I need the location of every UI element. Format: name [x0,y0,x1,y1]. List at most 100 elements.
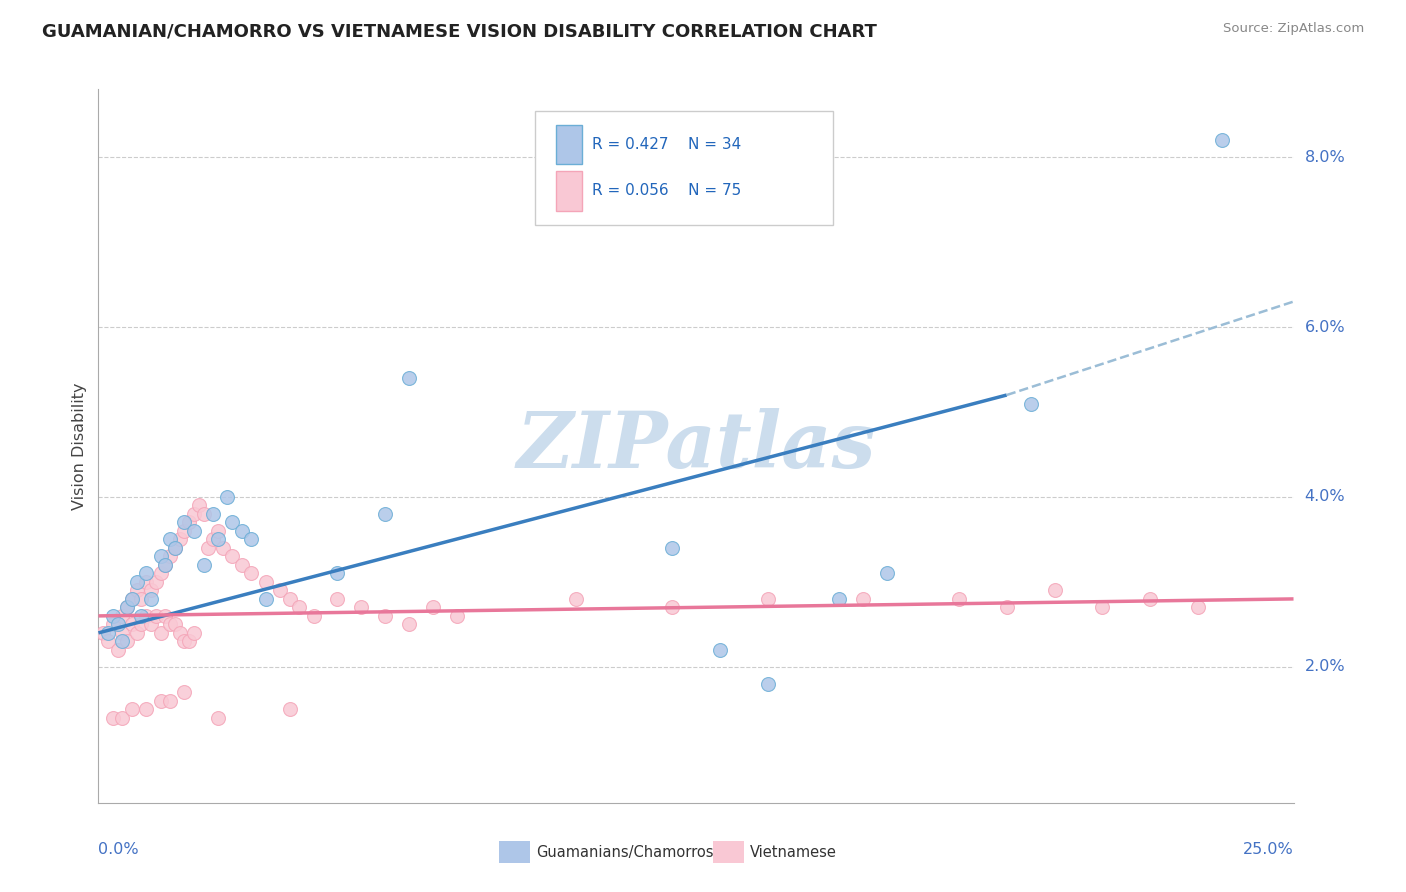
Point [852,591,875,606]
Point [326,591,349,606]
Point [207,711,229,725]
Point [207,533,229,547]
Point [169,626,191,640]
Point [995,600,1018,615]
Text: 25.0%: 25.0% [1243,842,1294,856]
Point [155,558,177,572]
Point [207,524,229,538]
FancyBboxPatch shape [704,836,752,869]
Point [145,574,167,589]
Point [173,685,195,699]
Point [121,617,143,632]
Y-axis label: Vision Disability: Vision Disability [72,383,87,509]
Point [179,634,201,648]
Point [278,591,301,606]
Point [173,516,195,530]
Point [131,591,153,606]
Point [217,490,239,504]
Point [135,702,157,716]
Point [661,541,683,555]
Point [121,591,143,606]
Point [163,541,186,555]
Point [221,549,243,564]
Point [173,634,195,648]
Point [326,566,349,581]
Text: ZIPatlas: ZIPatlas [516,408,876,484]
Point [1139,591,1161,606]
Point [183,626,205,640]
Point [125,626,148,640]
Point [107,643,129,657]
Point [149,694,172,708]
Point [948,591,970,606]
Point [187,499,209,513]
FancyBboxPatch shape [557,171,582,211]
Point [115,634,138,648]
Point [173,524,195,538]
Point [149,566,172,581]
Point [231,524,253,538]
Point [107,617,129,632]
Point [828,591,851,606]
Text: 4.0%: 4.0% [1305,490,1346,505]
Point [139,591,162,606]
Point [254,591,277,606]
Point [1091,600,1114,615]
Point [139,617,162,632]
Point [183,507,205,521]
Point [398,371,420,385]
Point [121,702,143,716]
Point [145,608,167,623]
Point [155,608,177,623]
Text: 6.0%: 6.0% [1305,319,1346,334]
Point [240,566,263,581]
Point [302,608,325,623]
Point [115,600,138,615]
Point [91,626,114,640]
Point [350,600,373,615]
Point [131,617,153,632]
Point [159,533,181,547]
Point [135,574,157,589]
Point [254,574,277,589]
Point [193,507,215,521]
Text: Vietnamese: Vietnamese [749,846,837,860]
Point [155,558,177,572]
Point [111,634,134,648]
Point [159,694,181,708]
Point [374,608,396,623]
Point [565,591,588,606]
Point [240,533,263,547]
Point [163,541,186,555]
Point [97,626,120,640]
Point [101,608,124,623]
Point [1211,133,1233,147]
Point [1043,583,1066,598]
FancyBboxPatch shape [557,125,582,164]
Point [269,583,291,598]
Point [398,617,420,632]
Point [163,617,186,632]
Point [149,626,172,640]
Point [709,643,731,657]
Text: GUAMANIAN/CHAMORRO VS VIETNAMESE VISION DISABILITY CORRELATION CHART: GUAMANIAN/CHAMORRO VS VIETNAMESE VISION … [42,22,877,40]
Text: 2.0%: 2.0% [1305,659,1346,674]
Point [202,507,225,521]
Point [661,600,683,615]
Text: R = 0.056    N = 75: R = 0.056 N = 75 [592,183,741,198]
Text: 0.0%: 0.0% [98,842,139,856]
Point [1019,396,1042,410]
Point [149,549,172,564]
Point [202,533,225,547]
Point [125,583,148,598]
Point [125,574,148,589]
Point [159,549,181,564]
Text: Source: ZipAtlas.com: Source: ZipAtlas.com [1223,22,1364,36]
Point [288,600,311,615]
Point [101,617,124,632]
Point [193,558,215,572]
Point [756,591,779,606]
Point [115,600,138,615]
Point [446,608,468,623]
Point [221,516,243,530]
